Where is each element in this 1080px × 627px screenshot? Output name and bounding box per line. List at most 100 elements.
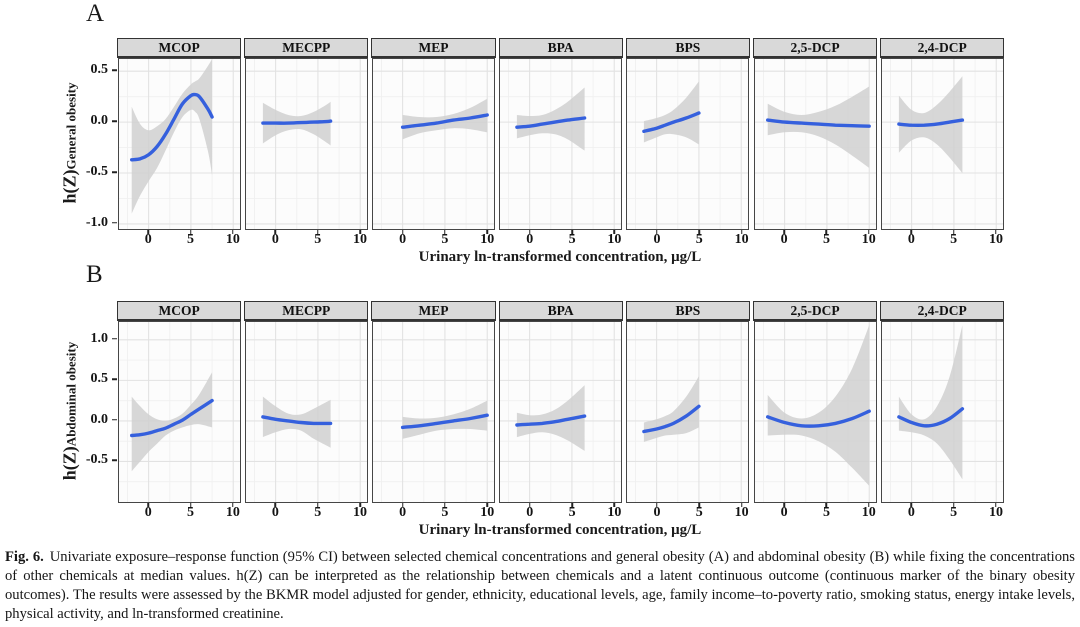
y-tick-mark	[112, 378, 117, 381]
exposure-response-curve	[765, 409, 871, 428]
facet-header-2-4-dcp: 2,4-DCP	[880, 301, 1005, 321]
exposure-response-curve	[400, 413, 489, 430]
ci-band	[517, 87, 585, 151]
x-axis-ticks: 0 5 10	[882, 230, 1003, 247]
ci-band	[517, 385, 585, 451]
x-tick-mark	[868, 230, 870, 234]
plot-background	[372, 59, 494, 229]
caption-text: Univariate exposure–response function (9…	[5, 549, 1075, 622]
x-tick-mark	[910, 230, 913, 234]
x-tick-mark	[401, 503, 404, 507]
panel-label-b: B	[86, 261, 103, 288]
ci-band	[131, 59, 212, 214]
x-tick-label: 5	[568, 505, 576, 520]
facet-plot-2-4-dcp	[880, 321, 1004, 503]
x-tick-label: 10	[353, 232, 367, 247]
exposure-response-curve	[260, 119, 333, 125]
x-tick-label: 5	[187, 505, 195, 520]
y-axis-ticks: 0.5 0.0 -0.5 -1.0	[0, 58, 117, 230]
x-tick-label: 0	[780, 232, 788, 247]
x-tick-mark	[359, 230, 361, 234]
x-axis-title: Urinary ln-transformed concentration, μg…	[418, 522, 702, 538]
facet-plot-bps	[626, 58, 750, 230]
x-tick-label: 5	[187, 232, 195, 247]
facet-header-mecpp: MECPP	[244, 301, 369, 321]
x-tick-label: 10	[861, 232, 876, 247]
x-tick-label: 10	[607, 232, 622, 247]
facet-mep: MEP 0 5 10	[371, 38, 496, 247]
facet-header-mep: MEP	[371, 301, 496, 321]
y-tick-mark	[112, 222, 117, 224]
x-tick-label: 10	[480, 232, 495, 247]
x-tick-label: 10	[353, 505, 367, 520]
x-tick-label: 5	[441, 232, 449, 247]
x-tick-mark	[825, 503, 828, 507]
x-tick-mark	[316, 230, 319, 234]
facet-header-bps: BPS	[625, 38, 750, 58]
facet-header-mep: MEP	[371, 38, 496, 58]
facet-header-mcop: MCOP	[117, 301, 242, 321]
x-axis-ticks: 0 5 10	[755, 230, 876, 247]
facet-header-mcop: MCOP	[117, 38, 242, 58]
x-axis-ticks: 0 5 10	[627, 230, 749, 247]
exposure-response-curve	[896, 407, 964, 428]
x-tick-mark	[910, 503, 913, 507]
exposure-response-curve	[765, 118, 871, 128]
facet-row: MCOP 0 5 10 MECPP 0 5 10 MEP 0 5 10 BPA 0 5 10 BPS 0 5 10 2,…	[117, 38, 1005, 247]
y-tick-label: 0.0	[90, 113, 109, 129]
x-tick-label: 5	[314, 232, 322, 247]
exposure-response-curve	[400, 113, 489, 129]
exposure-response-curve	[129, 92, 214, 162]
plot-background	[500, 59, 622, 229]
x-tick-mark	[316, 503, 319, 507]
exposure-response-curve	[260, 415, 333, 426]
x-axis-ticks: 0 5 10	[627, 503, 749, 520]
x-tick-label: 0	[526, 232, 534, 247]
x-tick-mark	[189, 503, 192, 507]
x-tick-label: 0	[907, 505, 915, 520]
plot-background	[627, 59, 749, 229]
x-tick-label: 0	[399, 505, 407, 520]
x-tick-label: 10	[988, 232, 1003, 247]
x-tick-mark	[995, 230, 997, 234]
y-tick-mark	[112, 69, 117, 71]
x-tick-label: 0	[144, 232, 152, 247]
facet-plot-mep	[371, 58, 495, 230]
x-tick-label: 0	[526, 505, 534, 520]
facet-plot-2-5-dcp	[753, 321, 877, 503]
ci-band	[131, 372, 212, 472]
y-tick-label: -0.5	[85, 452, 108, 468]
x-tick-mark	[740, 230, 743, 234]
facet-2-4-dcp: 2,4-DCP 0 5 10	[880, 301, 1005, 520]
x-tick-mark	[147, 230, 149, 234]
y-tick-mark	[112, 419, 117, 421]
x-tick-label: 5	[314, 505, 322, 520]
x-axis-title: Urinary ln-transformed concentration, μg…	[418, 249, 702, 265]
y-tick-mark	[112, 120, 117, 122]
ci-band	[767, 325, 869, 486]
x-tick-label: 10	[480, 505, 495, 520]
x-tick-mark	[359, 503, 361, 507]
x-tick-label: 5	[950, 232, 958, 247]
facet-plot-mcop	[117, 58, 241, 230]
x-axis-ticks: 0 5 10	[882, 503, 1003, 520]
x-tick-label: 10	[225, 232, 240, 247]
x-tick-mark	[995, 503, 997, 507]
x-tick-mark	[571, 503, 573, 507]
y-tick-label: 0.5	[90, 371, 109, 387]
facet-header-2-5-dcp: 2,5-DCP	[752, 301, 878, 321]
facet-plot-mecpp	[244, 321, 368, 503]
facet-plot-bps	[626, 321, 750, 503]
x-tick-mark	[783, 230, 785, 234]
y-tick-label: 0.5	[90, 62, 109, 78]
y-axis-ticks: 1.0 0.5 0.0 -0.5	[0, 321, 117, 501]
x-tick-mark	[825, 230, 828, 234]
y-tick-label: 0.0	[90, 411, 109, 427]
facet-plot-2-5-dcp	[753, 58, 877, 230]
x-tick-mark	[868, 503, 870, 507]
ci-band	[767, 86, 869, 168]
facet-bps: BPS 0 5 10	[625, 301, 750, 520]
ci-band	[402, 400, 488, 439]
x-tick-mark	[698, 230, 701, 234]
facet-plot-mcop	[117, 321, 241, 503]
